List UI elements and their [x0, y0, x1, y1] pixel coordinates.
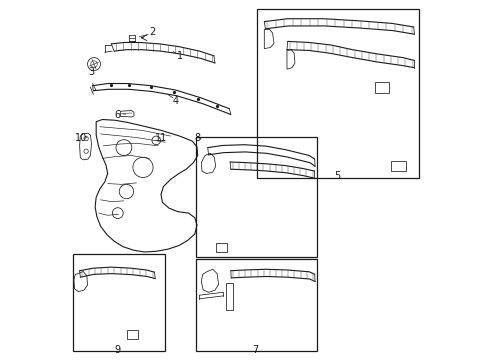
Bar [226, 283, 232, 310]
Text: 6: 6 [115, 110, 121, 120]
Text: 1: 1 [176, 51, 183, 61]
Bar [73, 254, 165, 351]
Bar [257, 9, 418, 178]
Text: 11: 11 [155, 132, 167, 143]
Text: 10: 10 [75, 132, 87, 143]
Text: 2: 2 [149, 27, 156, 37]
Text: 9: 9 [115, 345, 121, 355]
Text: 4: 4 [173, 96, 179, 106]
Bar [127, 330, 138, 339]
Bar [196, 259, 316, 351]
Text: 5: 5 [334, 171, 340, 181]
Bar [196, 137, 316, 257]
Text: 7: 7 [252, 345, 258, 355]
Bar [390, 161, 405, 171]
Text: 3: 3 [88, 67, 94, 77]
Text: 8: 8 [194, 132, 200, 143]
Bar [374, 82, 388, 93]
Bar [215, 243, 227, 252]
